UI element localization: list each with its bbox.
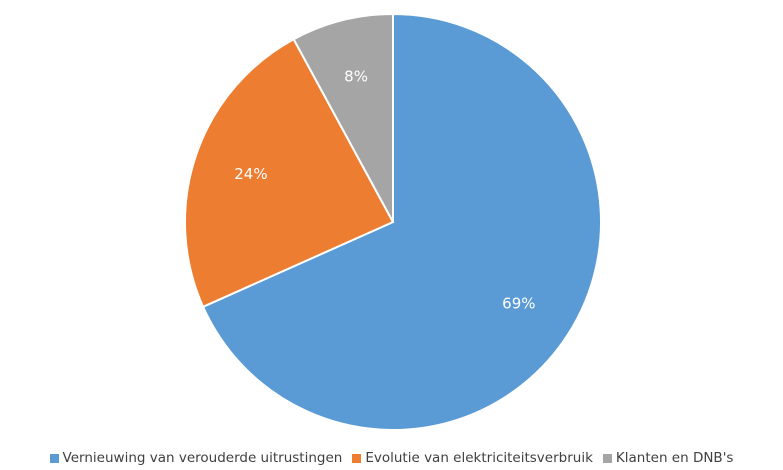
legend-label: Klanten en DNB's: [615, 450, 734, 466]
legend-swatch: [49, 453, 59, 463]
data-label-vernieuwing-van-verouderde-uitrustingen: 69%: [502, 295, 535, 313]
data-label-evolutie-van-elektriciteitsverbruik: 24%: [234, 165, 267, 183]
legend-label: Vernieuwing van verouderde uitrustingen: [62, 450, 343, 466]
pie-slice-vernieuwing-van-verouderde-uitrustingen: [201, 12, 602, 431]
pie-data-labels: 69% 24% 8%: [234, 68, 535, 313]
legend-item-klanten-en-dnb-s: Klanten en DNB's: [602, 450, 734, 466]
data-label-klanten-en-dnb-s: 8%: [344, 68, 368, 86]
pie-slice-klanten-en-dnb-s: [292, 12, 394, 223]
legend-item-evolutie-van-elektriciteitsverbruik: Evolutie van elektriciteitsverbruik: [352, 450, 593, 466]
legend-item-vernieuwing-van-verouderde-uitrustingen: Vernieuwing van verouderde uitrustingen: [49, 450, 343, 466]
legend-swatch: [602, 453, 612, 463]
legend-label: Evolutie van elektriciteitsverbruik: [365, 450, 593, 466]
pie-slice-evolutie-van-elektriciteitsverbruik: [184, 37, 395, 309]
pie-chart: 69% 24% 8%: [184, 12, 602, 431]
pie-slices: [184, 12, 602, 431]
legend-swatch: [352, 453, 362, 463]
legend: Vernieuwing van verouderde uitrustingen E…: [0, 450, 783, 466]
